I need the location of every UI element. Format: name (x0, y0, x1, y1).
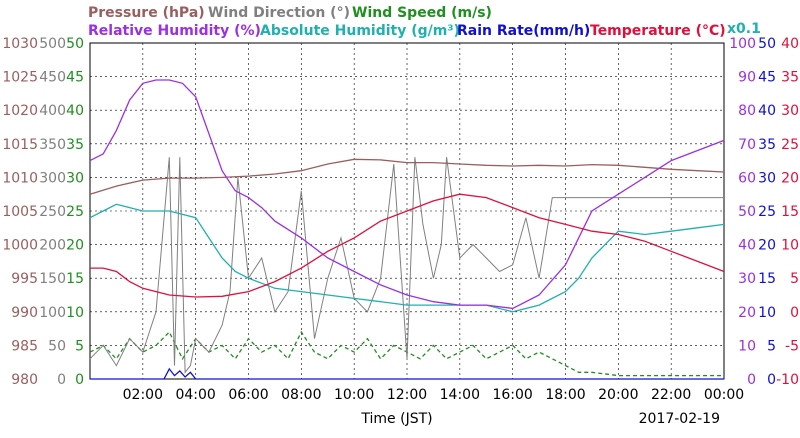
x-tick-label: 00:00 (704, 387, 744, 403)
y-tick-label-wind_speed: 5 (75, 338, 84, 354)
x-tick-label: 12:00 (387, 387, 427, 403)
y-tick-label-wind_dir: 300 (39, 170, 66, 186)
y-tick-label-pressure: 1025 (2, 70, 38, 86)
x-tick-label: 18:00 (545, 387, 585, 403)
legend-rain-rate: Rain Rate(mm/h) (457, 23, 590, 39)
y-tick-label-pressure: 985 (11, 338, 38, 354)
y-tick-label-wind_speed: 15 (66, 271, 84, 287)
y-tick-label-temp: 0 (790, 305, 799, 321)
y-tick-label-rh: 70 (738, 137, 756, 153)
y-tick-label-wind_dir: 100 (39, 305, 66, 321)
y-tick-label-wind_speed: 20 (66, 238, 84, 254)
legend-absolute-humidity: Absolute Humidity (g/m³) (260, 23, 460, 39)
y-tick-label-rh: 0 (747, 372, 756, 388)
series-temperature-c (90, 193, 725, 298)
series-rain-rate-mm-h (90, 367, 724, 380)
y-tick-label-wind_dir: 50 (48, 338, 66, 354)
y-tick-label-wind_dir: 350 (39, 137, 66, 153)
y-tick-label-temp: -10 (776, 372, 799, 388)
y-tick-label-rain: 15 (758, 271, 776, 287)
y-tick-label-pressure: 1030 (2, 36, 38, 52)
y-tick-label-rain: 45 (758, 70, 776, 86)
y-tick-label-temp: 40 (781, 36, 799, 52)
y-tick-label-wind_dir: 0 (57, 372, 66, 388)
y-tick-label-wind_dir: 200 (39, 238, 66, 254)
y-tick-label-temp: 10 (781, 238, 799, 254)
legend-relative-humidity: Relative Humidity (%) (88, 23, 261, 39)
y-tick-label-rain: 20 (758, 238, 776, 254)
x-tick-label: 16:00 (492, 387, 532, 403)
series-pressure-hpa (89, 158, 725, 195)
y-tick-label-wind_speed: 30 (66, 170, 84, 186)
legend-scale-note: x0.1 (727, 21, 761, 37)
y-tick-label-rain: 0 (767, 372, 776, 388)
y-tick-label-rh: 60 (738, 170, 756, 186)
series-layer (89, 79, 725, 380)
y-tick-label-wind_speed: 25 (66, 204, 84, 220)
y-tick-label-wind_dir: 450 (39, 70, 66, 86)
y-tick-label-wind_speed: 35 (66, 137, 84, 153)
y-tick-label-rh: 100 (729, 36, 756, 52)
y-tick-label-pressure: 1005 (2, 204, 38, 220)
x-tick-label: 08:00 (281, 387, 321, 403)
y-tick-label-temp: 25 (781, 137, 799, 153)
y-tick-label-wind_speed: 0 (75, 372, 84, 388)
legend-wind-speed: Wind Speed (m/s) (352, 5, 492, 21)
y-tick-label-wind_speed: 40 (66, 103, 84, 119)
y-tick-label-wind_speed: 10 (66, 305, 84, 321)
y-tick-label-rh: 10 (738, 338, 756, 354)
y-tick-label-rh: 90 (738, 70, 756, 86)
y-tick-label-pressure: 1000 (2, 238, 38, 254)
y-tick-label-temp: -5 (785, 338, 799, 354)
y-tick-label-pressure: 1010 (2, 170, 38, 186)
x-tick-label: 14:00 (440, 387, 480, 403)
x-tick-label: 04:00 (175, 387, 215, 403)
y-tick-label-rh: 30 (738, 271, 756, 287)
y-tick-label-wind_dir: 400 (39, 103, 66, 119)
y-tick-label-rh: 50 (738, 204, 756, 220)
legend-temperature: Temperature (°C) (590, 23, 726, 39)
y-tick-label-temp: 15 (781, 204, 799, 220)
y-tick-label-rain: 50 (758, 36, 776, 52)
y-tick-label-pressure: 980 (11, 372, 38, 388)
x-tick-label: 20:00 (598, 387, 638, 403)
x-axis-label: Time (JST) (360, 411, 432, 427)
y-tick-label-rh: 80 (738, 103, 756, 119)
y-tick-label-pressure: 990 (11, 305, 38, 321)
y-tick-label-rh: 20 (738, 305, 756, 321)
legend-wind-direction: Wind Direction (°) (208, 5, 350, 21)
y-tick-label-wind_dir: 250 (39, 204, 66, 220)
y-tick-label-wind_dir: 150 (39, 271, 66, 287)
x-tick-label: 10:00 (334, 387, 374, 403)
y-tick-label-wind_speed: 50 (66, 36, 84, 52)
y-tick-label-rain: 30 (758, 170, 776, 186)
y-tick-label-wind_dir: 500 (39, 36, 66, 52)
legend-pressure: Pressure (hPa) (88, 5, 205, 21)
y-tick-label-rh: 40 (738, 238, 756, 254)
y-tick-label-wind_speed: 45 (66, 70, 84, 86)
series-absolute-humidity-g-m (89, 203, 725, 313)
x-tick-label: 06:00 (228, 387, 268, 403)
y-tick-label-pressure: 1015 (2, 137, 38, 153)
chart-date: 2017-02-19 (639, 411, 720, 427)
y-tick-label-pressure: 995 (11, 271, 38, 287)
grid-layer (90, 43, 724, 379)
x-tick-label: 02:00 (123, 387, 163, 403)
axis-layer: 02:00 04:00 06:00 08:00 10:00 12:00 14:00 16:00… (2, 36, 799, 403)
y-tick-label-rain: 35 (758, 137, 776, 153)
y-tick-label-temp: 5 (790, 271, 799, 287)
series-relative-humidity (89, 79, 725, 310)
y-tick-label-temp: 35 (781, 70, 799, 86)
y-tick-label-temp: 20 (781, 170, 799, 186)
y-tick-label-rain: 25 (758, 204, 776, 220)
y-tick-label-rain: 5 (767, 338, 776, 354)
y-tick-label-pressure: 1020 (2, 103, 38, 119)
y-tick-label-rain: 40 (758, 103, 776, 119)
y-tick-label-rain: 10 (758, 305, 776, 321)
y-tick-label-temp: 30 (781, 103, 799, 119)
x-tick-label: 22:00 (651, 387, 691, 403)
